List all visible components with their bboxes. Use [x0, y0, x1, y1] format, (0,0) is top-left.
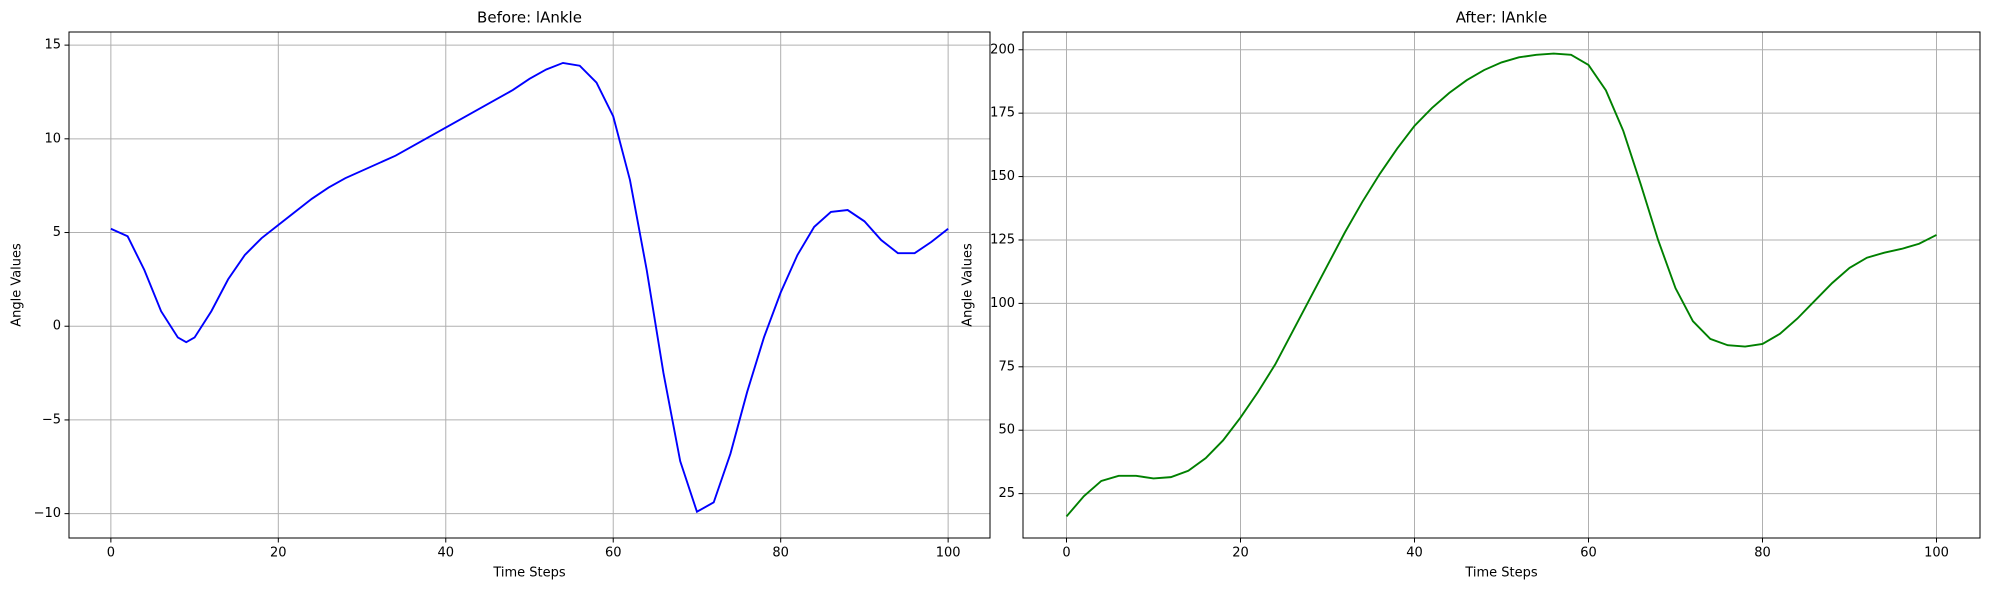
x-tick-label: 60	[1580, 546, 1597, 561]
y-tick-label: 25	[998, 486, 1015, 501]
data-line	[1065, 52, 1937, 518]
y-axis-label: Angle Values	[10, 243, 25, 327]
x-tick-label: 100	[936, 546, 961, 561]
y-tick-label: 10	[44, 131, 61, 146]
y-tick-label: 75	[998, 359, 1015, 374]
x-tick-label: 0	[107, 546, 115, 561]
plot-frame	[68, 31, 991, 539]
y-tick-label: −10	[34, 506, 61, 521]
y-tick-label: −5	[42, 412, 61, 427]
chart-title: After: lAnkle	[1456, 9, 1548, 27]
x-tick-label: 0	[1062, 546, 1070, 561]
x-tick-label: 100	[1924, 546, 1949, 561]
chart-title: Before: lAnkle	[477, 9, 582, 27]
y-tick-label: 150	[990, 169, 1015, 184]
x-tick-label: 80	[772, 546, 789, 561]
y-tick-label: 5	[53, 225, 61, 240]
plot-frame	[1022, 31, 1981, 539]
x-tick-label: 40	[437, 546, 454, 561]
x-axis-label: Time Steps	[492, 566, 566, 581]
y-tick-label: 50	[998, 423, 1015, 438]
y-tick-label: 0	[53, 319, 61, 334]
x-tick-label: 20	[1232, 546, 1249, 561]
x-tick-label: 80	[1754, 546, 1771, 561]
data-line	[110, 61, 949, 514]
x-tick-label: 60	[605, 546, 622, 561]
x-axis-label: Time Steps	[1464, 566, 1538, 581]
y-tick-label: 15	[44, 38, 61, 53]
x-tick-label: 40	[1406, 546, 1423, 561]
x-tick-label: 20	[270, 546, 287, 561]
y-tick-label: 100	[990, 296, 1015, 311]
y-tick-label: 200	[990, 42, 1015, 57]
y-tick-label: 175	[990, 106, 1015, 121]
y-axis-label: Angle Values	[961, 243, 976, 327]
y-tick-label: 125	[990, 232, 1015, 247]
